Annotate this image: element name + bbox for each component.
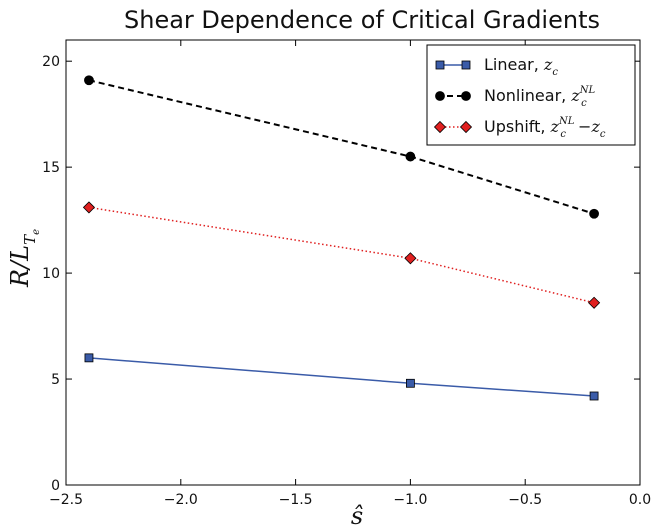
- legend-entry: Linear, zc: [435, 55, 558, 78]
- series-layer: [82, 75, 601, 401]
- y-tick-label: 10: [42, 266, 60, 282]
- x-axis-label: ŝ: [351, 502, 363, 530]
- legend-label-sub: c: [600, 129, 606, 140]
- legend-label-text: Linear,: [484, 55, 544, 74]
- series-line: [88, 357, 595, 397]
- legend-label-sub: c: [560, 129, 566, 140]
- legend-marker: [459, 120, 473, 134]
- legend-label-math: z: [550, 117, 560, 136]
- legend-marker: [461, 91, 471, 101]
- y-axis-label-main: R/L: [6, 245, 34, 288]
- legend-entry: Nonlinear, zNL c: [435, 85, 596, 109]
- y-tick-label: 0: [51, 478, 60, 494]
- data-point: [84, 353, 94, 363]
- legend-label-math: z: [543, 55, 553, 74]
- x-axis-ticks: −2.5 −2.0 −1.5 −1.0 −0.5 0.0: [49, 40, 651, 508]
- data-point: [84, 75, 94, 86]
- legend-label-sub: c: [581, 98, 587, 109]
- y-axis-ticks: 0 5 10 15 20: [42, 54, 640, 494]
- legend-marker: [435, 91, 445, 101]
- y-axis-label-subsub: e: [31, 229, 42, 235]
- legend-label-text: Upshift,: [484, 117, 551, 136]
- x-tick-label: −1.0: [393, 492, 427, 508]
- legend-label-tail: −z: [578, 117, 600, 136]
- x-tick-label: −0.5: [508, 492, 542, 508]
- legend-label: Upshift, zNL c −zc: [484, 116, 606, 140]
- legend-marker: [461, 60, 471, 70]
- data-point: [405, 378, 415, 388]
- data-point: [589, 391, 599, 401]
- legend-entry: Upshift, zNL c −zc: [433, 116, 606, 140]
- y-axis-label-sub: T: [21, 234, 39, 245]
- legend-label-sup: NL: [558, 116, 575, 127]
- y-tick-label: 5: [51, 372, 60, 388]
- y-axis-label: R/LTe: [6, 229, 42, 288]
- data-point: [588, 296, 601, 309]
- x-tick-label: −2.0: [164, 492, 198, 508]
- legend-marker: [433, 120, 447, 134]
- data-point: [404, 252, 417, 265]
- y-tick-label: 20: [42, 54, 60, 70]
- data-point: [589, 208, 599, 219]
- x-tick-label: −2.5: [49, 492, 83, 508]
- series-1: [84, 75, 599, 219]
- legend-marker: [435, 60, 445, 70]
- svg-text:R/LTe: R/LTe: [6, 229, 42, 288]
- series-0: [84, 353, 599, 401]
- data-point: [405, 151, 416, 162]
- legend-label: Linear, zc: [484, 55, 558, 78]
- plot-area: [65, 39, 641, 486]
- series-2: [82, 201, 601, 309]
- data-point: [82, 201, 96, 214]
- x-tick-label: 0.0: [629, 492, 651, 508]
- legend-label-text: Nonlinear,: [484, 86, 571, 105]
- chart-title: Shear Dependence of Critical Gradients: [124, 6, 600, 34]
- x-axis-label-text: ŝ: [351, 502, 363, 530]
- legend-label: Nonlinear, zNL c: [484, 85, 596, 109]
- legend-label-math: z: [570, 86, 580, 105]
- y-tick-label: 15: [42, 160, 60, 176]
- legend-label-sup: NL: [579, 85, 596, 96]
- x-tick-label: −1.5: [279, 492, 313, 508]
- legend-label-sub: c: [552, 67, 558, 78]
- series-line: [88, 206, 595, 304]
